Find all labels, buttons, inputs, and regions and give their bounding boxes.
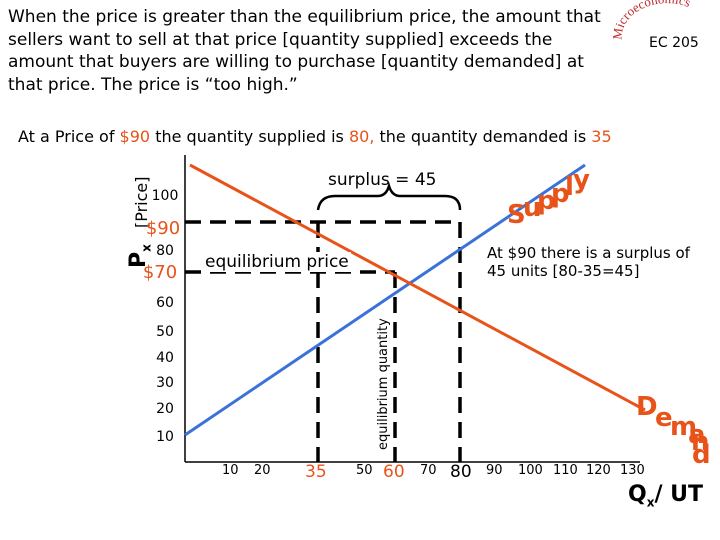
equilibrium-price-label: equilibrium price [203, 252, 351, 272]
microeconomics-logo: Microeconomics EC 205 [609, 0, 699, 51]
demand-letter: a [688, 420, 706, 450]
supply-letter: l [565, 172, 574, 202]
x-tick-90: 90 [486, 463, 503, 478]
x-tick-120: 120 [586, 463, 611, 478]
supply-letter: u [523, 193, 542, 223]
supply-letter: p [537, 186, 556, 216]
demand-letter: n [691, 427, 710, 457]
demand-letter: d [692, 440, 711, 470]
y-tick-60: 60 [156, 295, 174, 311]
y-tick-80: 80 [156, 243, 174, 259]
x-tick-110: 110 [553, 463, 578, 478]
y-tick-40: 40 [156, 350, 174, 366]
headline: At a Price of $90 the quantity supplied … [18, 127, 612, 146]
demand-curve [189, 163, 646, 412]
headline-qs: 80, [348, 127, 375, 146]
equilibrium-quantity-label: equilibrium quantity [376, 318, 391, 450]
x-tick-10: 10 [222, 463, 239, 478]
x-tick-80: 80 [450, 462, 472, 482]
x-tick-60: 60 [383, 462, 405, 482]
y-tick-50: 50 [156, 324, 174, 340]
headline-part3: the quantity demanded is [379, 127, 587, 146]
demand-letter: e [655, 403, 673, 433]
demand-letter: m [670, 412, 698, 442]
supply-letter: p [551, 179, 570, 209]
x-tick-20: 20 [254, 463, 271, 478]
headline-part1: At a Price of [18, 127, 115, 146]
x-tick-35: 35 [305, 462, 327, 482]
surplus-label: surplus = 45 [328, 170, 437, 190]
y-tick-20: 20 [156, 401, 174, 417]
logo-course: EC 205 [649, 35, 699, 51]
y-tick-90: $90 [145, 218, 181, 239]
surplus-note: At $90 there is a surplus of 45 units [8… [487, 244, 690, 280]
demand-letter: D [636, 392, 658, 422]
x-axis-title: Qx/ UT [628, 482, 704, 510]
y-tick-10: 10 [156, 429, 174, 445]
supply-letter: y [573, 165, 590, 195]
headline-part2: the quantity supplied is [155, 127, 344, 146]
intro-text: When the price is greater than the equil… [8, 7, 601, 95]
headline-qd: 35 [591, 127, 612, 146]
x-tick-130: 130 [620, 463, 645, 478]
y-tick-100: 100 [151, 188, 179, 204]
headline-price: $90 [119, 127, 151, 146]
x-tick-50: 50 [356, 463, 373, 478]
y-tick-30: 30 [156, 375, 174, 391]
x-tick-100: 100 [518, 463, 543, 478]
y-tick-70: $70 [142, 262, 178, 283]
x-tick-70: 70 [420, 463, 437, 478]
supply-letter: S [507, 200, 526, 230]
